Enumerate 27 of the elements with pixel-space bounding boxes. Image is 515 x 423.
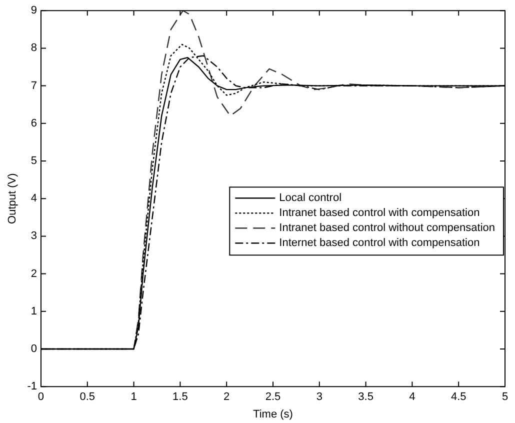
x-tick-label: 4.5 <box>450 391 466 404</box>
x-tick-label: 3 <box>316 391 322 404</box>
x-tick-label: 2.5 <box>265 391 281 404</box>
legend-label: Intranet based control without compensation <box>279 222 496 234</box>
y-tick-label: 7 <box>30 80 37 92</box>
x-tick-label: 5 <box>502 391 508 404</box>
legend-label: Internet based control with compensation <box>279 237 480 250</box>
y-tick-label: 5 <box>30 155 37 168</box>
x-tick-label: 2 <box>224 391 230 404</box>
legend-label: Intranet based control with compensation <box>279 207 480 220</box>
y-axis-title: Output (V) <box>6 173 19 224</box>
y-tick-label: 6 <box>30 117 37 130</box>
x-tick-label: 0.5 <box>80 391 96 404</box>
y-tick-label: 4 <box>30 192 37 205</box>
x-tick-label: 1 <box>130 391 137 404</box>
x-tick-label: 1.5 <box>172 391 188 404</box>
y-tick-label: 3 <box>30 230 37 242</box>
legend-label: Local control <box>279 192 342 204</box>
y-tick-label: 1 <box>30 305 37 318</box>
x-tick-label: 4 <box>409 391 416 404</box>
x-tick-label: 3.5 <box>358 391 374 404</box>
y-tick-label: 9 <box>30 4 37 17</box>
y-tick-label: 8 <box>30 42 37 54</box>
y-tick-label: 2 <box>30 268 37 280</box>
y-tick-label: 0 <box>30 343 37 356</box>
y-tick-label: -1 <box>27 380 37 393</box>
x-axis-title: Time (s) <box>253 408 293 420</box>
